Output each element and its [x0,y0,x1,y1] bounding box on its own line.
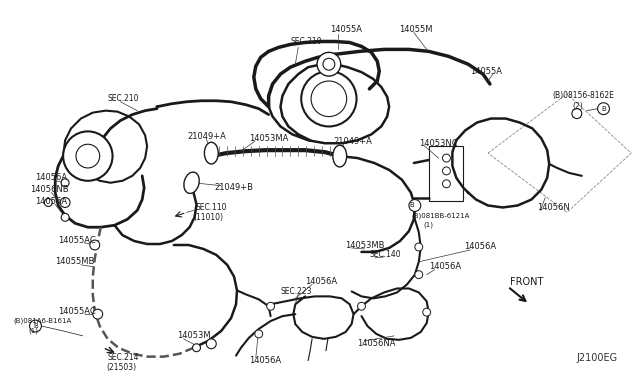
Text: 14056A: 14056A [429,262,461,271]
Text: FRONT: FRONT [509,276,543,286]
Text: SEC.223: SEC.223 [280,287,312,296]
Circle shape [358,302,365,310]
Circle shape [90,240,100,250]
Text: (B)08156-8162E: (B)08156-8162E [552,92,614,100]
Text: 14056A: 14056A [249,356,281,365]
Text: 14053M: 14053M [177,331,211,340]
Text: (21503): (21503) [107,363,137,372]
Text: 14053NC: 14053NC [419,139,458,148]
Text: 14056A: 14056A [305,277,337,286]
Circle shape [61,214,69,221]
Text: 21049+B: 21049+B [214,183,253,192]
Text: 14056N: 14056N [538,203,570,212]
Text: 14056NA: 14056NA [358,339,396,348]
Circle shape [61,179,69,187]
Text: 14053MB: 14053MB [345,241,384,250]
Text: 14056A: 14056A [35,173,68,182]
Text: 14055A: 14055A [330,25,362,34]
Circle shape [311,81,347,116]
Text: 14053MA: 14053MA [249,134,288,143]
Text: 14055A: 14055A [470,67,502,76]
Text: (11010): (11010) [193,213,223,222]
Circle shape [63,131,113,181]
Text: (1): (1) [424,222,434,228]
Circle shape [193,344,200,352]
Circle shape [29,320,42,332]
Circle shape [423,308,431,316]
Text: B: B [33,323,38,329]
Circle shape [60,198,70,208]
Ellipse shape [184,172,199,193]
Circle shape [442,180,451,188]
Text: SEC.210: SEC.210 [108,94,139,103]
Circle shape [415,271,423,279]
Circle shape [598,103,609,115]
Circle shape [409,199,420,211]
Text: SEC.140: SEC.140 [369,250,401,259]
FancyBboxPatch shape [429,146,463,201]
Ellipse shape [333,145,347,167]
Text: 14055AC: 14055AC [58,235,96,244]
Text: 14055M: 14055M [399,25,433,34]
Circle shape [415,243,423,251]
Text: SEC.210: SEC.210 [291,37,322,46]
Circle shape [572,109,582,119]
Text: 14056A: 14056A [35,197,68,206]
Text: SEC.214: SEC.214 [108,353,139,362]
Ellipse shape [204,142,218,164]
Text: J2100EG: J2100EG [577,353,618,363]
Text: SEC.110: SEC.110 [196,203,227,212]
Text: (B)081A6-B161A: (B)081A6-B161A [13,318,72,324]
Text: B: B [601,106,606,112]
Circle shape [44,199,52,206]
Text: (B)081BB-6121A: (B)081BB-6121A [411,212,469,219]
Circle shape [206,339,216,349]
Circle shape [267,302,275,310]
Circle shape [442,167,451,175]
Circle shape [301,71,356,126]
Text: B: B [410,202,414,208]
Circle shape [317,52,340,76]
Circle shape [76,144,100,168]
Text: 14055MB: 14055MB [55,257,95,266]
Circle shape [442,154,451,162]
Text: 14055AC: 14055AC [58,307,96,316]
Circle shape [323,58,335,70]
Circle shape [255,330,262,338]
Text: (1): (1) [29,328,38,334]
Text: 14056NB: 14056NB [31,185,69,194]
Text: 21049+A: 21049+A [334,137,372,146]
Text: 14056A: 14056A [464,243,497,251]
Text: (2): (2) [572,102,582,111]
Text: 21049+A: 21049+A [188,132,227,141]
Circle shape [93,309,102,319]
